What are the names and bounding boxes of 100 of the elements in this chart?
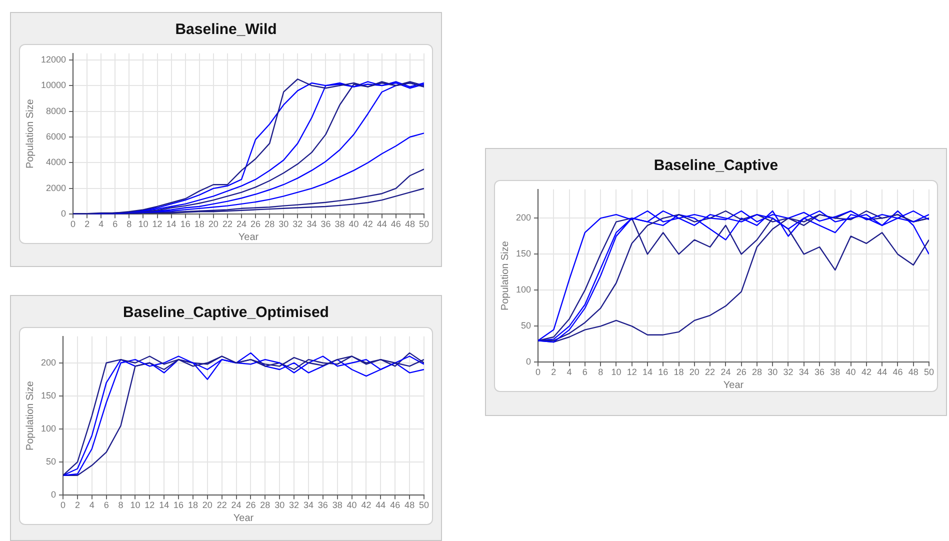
x-tick-label: 46 — [390, 500, 400, 510]
x-tick-label: 18 — [188, 500, 198, 510]
x-tick-label: 46 — [390, 219, 401, 230]
x-tick-label: 4 — [89, 500, 94, 510]
x-tick-label: 38 — [334, 219, 345, 230]
y-tick-label: 50 — [521, 320, 532, 331]
x-tick-label: 44 — [877, 367, 888, 378]
x-tick-label: 50 — [418, 500, 430, 510]
y-tick-label: 150 — [40, 390, 56, 400]
y-tick-label: 4000 — [46, 157, 66, 168]
x-tick-label: 40 — [348, 219, 359, 230]
x-tick-label: 46 — [892, 367, 903, 378]
x-tick-label: 30 — [274, 500, 285, 510]
x-tick-label: 4 — [98, 219, 104, 230]
x-tick-label: 14 — [159, 500, 170, 510]
x-tick-label: 0 — [536, 367, 541, 378]
x-tick-label: 48 — [404, 500, 415, 510]
x-tick-label: 2 — [74, 500, 80, 510]
x-tick-label: 40 — [846, 367, 856, 378]
x-tick-label: 6 — [112, 219, 118, 230]
x-tick-label: 22 — [216, 500, 227, 510]
x-tick-label: 28 — [260, 500, 270, 510]
x-tick-label: 28 — [264, 219, 275, 230]
y-tick-label: 50 — [46, 456, 56, 467]
x-tick-label: 12 — [152, 219, 162, 230]
y-tick-label: 100 — [40, 424, 56, 434]
x-tick-label: 50 — [924, 367, 934, 378]
x-tick-label: 42 — [361, 500, 372, 510]
x-tick-label: 10 — [138, 219, 148, 230]
y-tick-label: 0 — [61, 208, 66, 219]
x-tick-label: 48 — [404, 219, 415, 230]
x-tick-label: 16 — [180, 219, 190, 230]
y-tick-label: 6000 — [46, 132, 66, 142]
x-tick-label: 6 — [104, 500, 109, 510]
x-tick-label: 2 — [551, 367, 556, 378]
y-tick-label: 200 — [516, 212, 532, 223]
x-tick-label: 26 — [736, 367, 746, 378]
x-tick-label: 34 — [303, 500, 314, 510]
x-tick-label: 28 — [752, 367, 762, 378]
y-tick-label: 12000 — [40, 54, 66, 64]
y-tick-label: 200 — [40, 357, 56, 368]
x-tick-label: 20 — [202, 500, 212, 510]
x-tick-label: 8 — [598, 367, 604, 378]
x-tick-label: 34 — [306, 219, 317, 230]
x-tick-label: 20 — [689, 367, 700, 378]
x-tick-label: 38 — [830, 367, 840, 378]
x-tick-label: 14 — [642, 367, 652, 378]
x-tick-label: 30 — [768, 367, 778, 378]
y-axis-title: Population Size — [24, 98, 36, 169]
chart-title: Baseline_Wild — [174, 20, 278, 40]
x-tick-label: 32 — [292, 219, 303, 230]
x-tick-label: 2 — [84, 219, 90, 230]
x-tick-label: 44 — [376, 219, 387, 230]
x-tick-label: 26 — [250, 219, 261, 230]
x-tick-label: 0 — [70, 219, 76, 230]
chart-title: Baseline_Captive — [652, 156, 780, 176]
x-tick-label: 32 — [783, 367, 794, 378]
x-tick-label: 42 — [362, 219, 373, 230]
x-tick-label: 22 — [222, 219, 232, 230]
x-axis-title: Year — [233, 512, 254, 524]
x-tick-label: 30 — [278, 219, 289, 230]
y-axis-title: Population Size — [500, 240, 511, 311]
x-tick-label: 20 — [208, 219, 218, 230]
x-tick-label: 18 — [674, 367, 684, 378]
x-tick-label: 4 — [566, 367, 572, 378]
x-tick-label: 34 — [798, 367, 809, 378]
x-tick-label: 16 — [174, 500, 184, 510]
y-tick-label: 0 — [526, 356, 532, 367]
x-tick-label: 44 — [376, 500, 386, 510]
x-tick-label: 14 — [166, 219, 176, 230]
x-tick-label: 22 — [705, 367, 716, 378]
x-tick-label: 6 — [582, 367, 588, 378]
y-tick-label: 2000 — [46, 182, 66, 193]
x-tick-label: 24 — [720, 367, 731, 378]
x-tick-label: 36 — [320, 219, 331, 230]
x-tick-label: 10 — [130, 500, 140, 510]
x-tick-label: 12 — [626, 367, 637, 378]
x-tick-label: 50 — [418, 219, 430, 230]
x-tick-label: 8 — [126, 219, 132, 230]
y-tick-label: 100 — [516, 284, 532, 295]
x-tick-label: 26 — [246, 500, 256, 510]
y-tick-label: 0 — [51, 490, 56, 500]
x-tick-label: 24 — [236, 219, 246, 230]
x-axis-title: Year — [238, 232, 260, 243]
x-tick-label: 32 — [289, 500, 300, 510]
x-tick-label: 48 — [908, 367, 918, 378]
x-tick-label: 42 — [861, 367, 872, 378]
y-axis-title: Population Size — [24, 380, 36, 451]
x-tick-label: 10 — [611, 367, 622, 378]
x-tick-label: 36 — [814, 367, 825, 378]
chart-title: Baseline_Captive_Optimised — [122, 303, 330, 323]
x-tick-label: 12 — [144, 500, 155, 510]
x-tick-label: 24 — [231, 500, 242, 510]
x-tick-label: 38 — [332, 500, 342, 510]
x-tick-label: 40 — [346, 500, 357, 510]
y-tick-label: 150 — [516, 248, 532, 259]
x-tick-label: 8 — [118, 500, 124, 510]
y-tick-label: 10000 — [40, 80, 66, 90]
x-tick-label: 18 — [194, 219, 204, 230]
x-axis-title: Year — [723, 380, 744, 391]
